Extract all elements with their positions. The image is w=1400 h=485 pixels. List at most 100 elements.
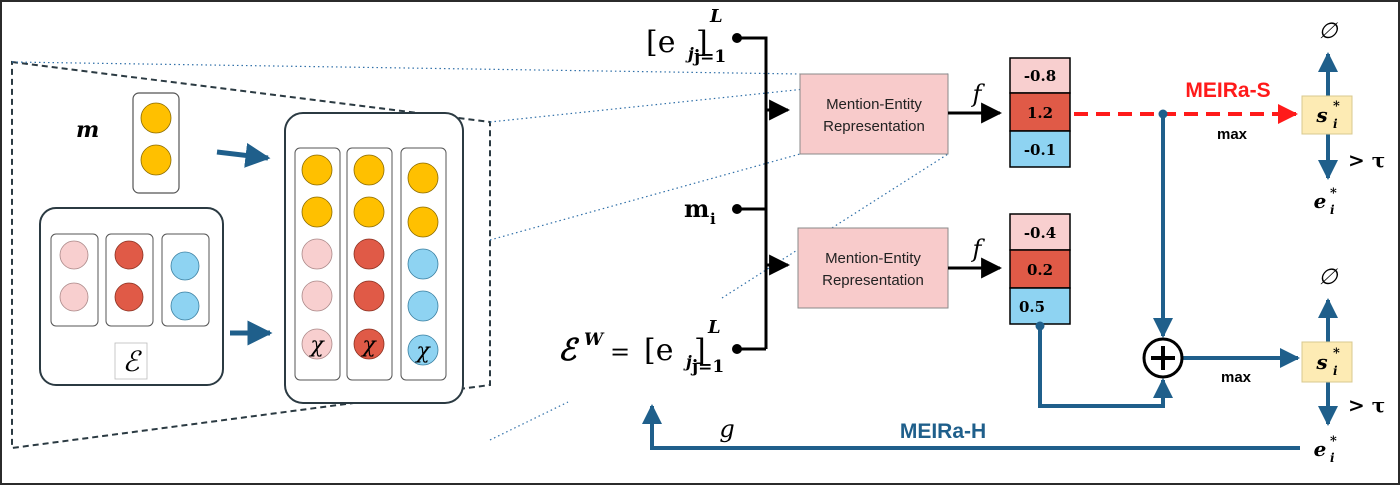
mention-input-sub: i xyxy=(710,210,716,228)
max-label: max xyxy=(1221,369,1252,386)
combined-dot xyxy=(301,196,333,228)
mer-box-top: Mention-Entity Representation xyxy=(799,73,949,155)
s-box xyxy=(1301,341,1353,383)
sum-node xyxy=(1142,337,1184,379)
s-box xyxy=(1301,95,1353,135)
s-sub: i xyxy=(1333,364,1338,378)
meira-h-flow xyxy=(642,52,1338,450)
combined-dot xyxy=(407,248,439,280)
g-label: g xyxy=(719,415,734,443)
score-value: -0.4 xyxy=(1024,224,1056,242)
e-label: e xyxy=(1314,437,1327,461)
entity-list-sub-j: j xyxy=(683,352,692,371)
score-value: 0.5 xyxy=(1019,298,1045,316)
gt-tau-label: > τ xyxy=(1348,393,1385,417)
score-cell xyxy=(1009,92,1071,132)
entity-dot xyxy=(59,282,89,312)
entity-set-label: ℰ xyxy=(123,345,143,378)
entity-list-sup-L: L xyxy=(707,317,721,338)
entity-list-top: [e j ] L j=1 xyxy=(646,6,726,67)
mention-dot xyxy=(140,102,172,134)
entity-w-sup: W xyxy=(584,330,605,350)
feedback-loop xyxy=(642,404,1300,450)
zoom-connector-3 xyxy=(489,153,801,241)
mer-box xyxy=(799,73,949,155)
combined-dot xyxy=(301,154,333,186)
score-cell xyxy=(1009,130,1071,168)
combined-dot xyxy=(353,328,385,360)
entity-list-sub-j: j xyxy=(685,44,694,63)
entity-dot xyxy=(59,240,89,270)
empty-set-label: ∅ xyxy=(1318,19,1338,44)
score-cell xyxy=(1009,287,1071,325)
chi-label: χ xyxy=(308,333,325,358)
score-value: 0.2 xyxy=(1027,261,1053,279)
combined-dot xyxy=(301,328,333,360)
entity-list-sub-range: j=1 xyxy=(692,47,726,67)
mer-box xyxy=(797,227,949,309)
entity-dot xyxy=(170,251,200,281)
zoom-frame xyxy=(11,60,491,450)
output-top: ∅ s i * > τ e i * xyxy=(1301,19,1385,217)
zoom-connector-4 xyxy=(489,401,569,441)
entity-dot xyxy=(170,291,200,321)
f-label: f xyxy=(971,80,986,108)
chi-label: χ xyxy=(414,339,431,364)
entity-list-bracket-close: ] xyxy=(696,25,708,60)
s-label: s xyxy=(1315,350,1327,374)
entity-list-sub-range: j=1 xyxy=(690,357,724,377)
entity-set-label-box xyxy=(114,342,148,380)
combined-dot xyxy=(301,238,333,270)
s-star: * xyxy=(1333,346,1340,361)
entity-list-sup-L: L xyxy=(709,6,723,27)
combined-dot xyxy=(407,334,439,366)
combined-dot xyxy=(407,162,439,194)
combined-dot xyxy=(407,290,439,322)
mention-input: m i xyxy=(684,194,716,228)
mer-label-line1: Mention-Entity xyxy=(826,96,922,113)
mer-label-line2: Representation xyxy=(822,272,924,289)
entity-dot xyxy=(114,240,144,270)
mention-input-main: m xyxy=(684,194,709,223)
score-stack-top: -0.8 1.2 -0.1 xyxy=(1009,57,1071,168)
combined-dot xyxy=(407,206,439,238)
f-label: f xyxy=(971,235,986,263)
entity-w-symbol: ℰ xyxy=(558,333,580,368)
combined-dot xyxy=(353,196,385,228)
e-sub: i xyxy=(1330,451,1335,465)
mer-label-line1: Mention-Entity xyxy=(825,250,921,267)
s-sub: i xyxy=(1333,117,1338,131)
combined-dot xyxy=(353,154,385,186)
meira-h-label: MEIRa-H xyxy=(900,420,986,443)
score-cell xyxy=(1009,249,1071,289)
combined-dot xyxy=(353,238,385,270)
meira-s-label: MEIRa-S xyxy=(1185,79,1270,102)
mention-dot xyxy=(140,144,172,176)
mer-box-bottom: Mention-Entity Representation xyxy=(797,227,949,309)
e-star: * xyxy=(1330,186,1337,201)
bottom-scores-to-sum xyxy=(1038,326,1173,408)
s-star: * xyxy=(1333,99,1340,114)
mention-label: m xyxy=(76,117,99,143)
entity-list-bottom: ℰ W = [e j ] L j=1 xyxy=(558,317,724,377)
score-value: -0.1 xyxy=(1024,141,1056,159)
chi-label: χ xyxy=(360,333,377,358)
score-cell xyxy=(1009,57,1071,94)
entity-dot xyxy=(114,282,144,312)
e-sub: i xyxy=(1330,203,1335,217)
entity-list-bracket-close: ] xyxy=(694,333,706,368)
score-value: -0.8 xyxy=(1024,67,1056,85)
max-label: max xyxy=(1217,126,1248,143)
mer-label-line2: Representation xyxy=(823,118,925,135)
e-star: * xyxy=(1330,434,1337,449)
score-value: 1.2 xyxy=(1027,104,1053,122)
entity-list-bracket-open: [e xyxy=(646,25,675,60)
arrow-mention-combine xyxy=(216,142,271,168)
zoom-connector-1 xyxy=(11,61,801,75)
s-label: s xyxy=(1315,103,1327,127)
combined-dot xyxy=(353,280,385,312)
gt-tau-label: > τ xyxy=(1348,148,1385,172)
output-bottom: ∅ s i * > τ e i * xyxy=(1301,265,1385,465)
e-label: e xyxy=(1314,189,1327,213)
